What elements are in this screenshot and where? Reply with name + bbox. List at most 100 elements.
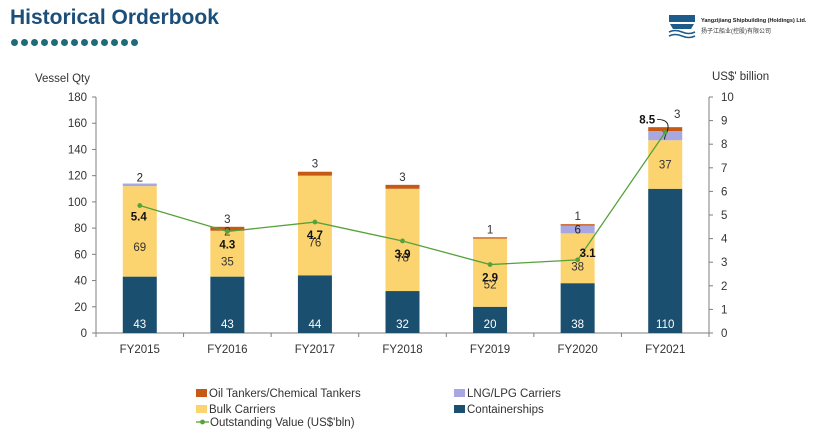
- bar-oil: [560, 224, 595, 226]
- y-tick-label: 0: [81, 328, 87, 340]
- bar-bulk: [210, 230, 245, 277]
- y2-axis-label: US$' billion: [712, 71, 769, 83]
- y2-tick-label: 8: [721, 139, 727, 151]
- bar-bulk: [473, 238, 508, 307]
- legend-label: LNG/LPG Carriers: [467, 388, 561, 400]
- label-containerships: 32: [396, 319, 409, 331]
- y2-tick-label: 10: [721, 92, 734, 104]
- legend-label: Containerships: [467, 404, 544, 416]
- y-tick-label: 20: [74, 302, 87, 314]
- y2-tick-label: 9: [721, 116, 727, 128]
- label-containerships: 110: [656, 319, 674, 331]
- line-point: [487, 262, 493, 267]
- y2-tick-label: 2: [721, 281, 727, 293]
- x-tick-label: FY2021: [645, 344, 685, 356]
- logo-name-en: Yangzijiang Shipbuilding (Holdings) Ltd.: [701, 17, 807, 24]
- y2-tick-label: 4: [721, 234, 728, 246]
- label-bulk: 52: [484, 279, 497, 291]
- line-point: [400, 238, 405, 244]
- label-bulk: 76: [309, 237, 322, 249]
- bar-containerships: [648, 188, 683, 333]
- x-tick-labels: FY2015 FY2016 FY2017 FY2018 FY2019 FY2020 FY20…: [120, 344, 686, 356]
- bar-containerships: [385, 291, 420, 333]
- line-value-label: 2.9: [482, 273, 498, 285]
- label-lng: 2: [137, 173, 143, 185]
- bar-data-labels: 436924335324476332783205213838611103773: [133, 109, 680, 331]
- legend-label: Bulk Carriers: [209, 404, 276, 416]
- y-tick-label: 160: [68, 118, 87, 130]
- legend-swatch-containerships: [454, 405, 465, 413]
- ship-logo-icon: [668, 15, 696, 39]
- bar-bulk: [297, 175, 332, 276]
- label-containerships: 43: [221, 319, 234, 331]
- bar-containerships: [297, 275, 332, 333]
- line-point: [312, 219, 318, 225]
- label-lng: 7: [662, 131, 668, 143]
- y-tick-label: 80: [74, 223, 87, 235]
- label-bulk: 37: [659, 160, 672, 172]
- bar-containerships: [122, 276, 157, 333]
- line-series: 5.4 4.3 4.7 3.9 2.9 3.1 8.5: [131, 114, 669, 285]
- label-bulk: 38: [571, 262, 584, 274]
- legend-swatch-oil: [196, 389, 207, 397]
- bar-lng: [560, 225, 595, 234]
- x-tick-label: FY2015: [120, 344, 160, 356]
- bar-oil: [385, 184, 420, 189]
- callout-leader: [657, 118, 669, 132]
- bar-oil: [297, 171, 332, 176]
- label-bulk: 69: [133, 242, 146, 254]
- y-tick-label: 60: [74, 249, 87, 261]
- company-logo: Yangzijiang Shipbuilding (Holdings) Ltd.…: [667, 12, 806, 40]
- bar-oil: [648, 127, 683, 132]
- line-point: [137, 203, 143, 208]
- bar-containerships: [473, 306, 508, 333]
- label-containerships: 38: [571, 319, 584, 331]
- bar-oil: [210, 226, 245, 231]
- x-tick-label: FY2017: [295, 344, 335, 356]
- page-title: Historical Orderbook: [10, 6, 219, 29]
- y-tick-label: 120: [68, 171, 87, 183]
- bar-series: [122, 127, 683, 333]
- line-point: [575, 257, 581, 263]
- y2-tick-label: 3: [721, 257, 727, 269]
- bar-containerships: [210, 276, 245, 333]
- title-dots-decoration: [11, 39, 138, 46]
- label-oil: 1: [487, 224, 493, 236]
- legend-swatch-lng: [454, 389, 465, 397]
- bar-bulk: [122, 186, 157, 277]
- y-axis-label: Vessel Qty: [35, 73, 90, 85]
- x-tick-label: FY2018: [382, 344, 422, 356]
- y2-tick-label: 6: [721, 186, 727, 198]
- label-oil: 3: [674, 109, 680, 121]
- line-value-label: 5.4: [131, 212, 148, 224]
- x-tick-label: FY2016: [207, 344, 247, 356]
- bar-lng: [122, 183, 157, 187]
- line-value-label: 3.9: [395, 249, 411, 261]
- y2-tick-label: 5: [721, 210, 727, 222]
- logo-name-cn: 扬子江船业(控股)有限公司: [701, 28, 771, 35]
- line-value-label: 4.7: [307, 230, 323, 242]
- label-containerships: 44: [309, 319, 322, 331]
- label-oil: 3: [399, 172, 405, 184]
- y-tick-label: 140: [68, 144, 87, 156]
- label-bulk: 35: [221, 256, 234, 268]
- line-point: [224, 229, 230, 234]
- legend-label: Oil Tankers/Chemical Tankers: [209, 388, 361, 400]
- label-lng: 6: [574, 224, 580, 236]
- line-value-label: 3.1: [580, 248, 597, 260]
- y2-tick-label: 7: [721, 163, 727, 175]
- label-containerships: 20: [484, 319, 497, 331]
- x-tick-label: FY2020: [558, 344, 598, 356]
- y-tick-label: 40: [74, 276, 87, 288]
- y-tick-label: 180: [68, 92, 87, 104]
- y-tick-label: 100: [68, 197, 87, 209]
- legend-swatch-bulk: [196, 405, 207, 413]
- y2-tick-label: 1: [721, 304, 727, 316]
- bar-oil: [473, 237, 508, 239]
- bar-containerships: [560, 283, 595, 333]
- legend-label: Outstanding Value (US$'bln): [210, 417, 355, 429]
- line-value-label: 4.3: [219, 240, 235, 252]
- bar-lng: [648, 131, 683, 141]
